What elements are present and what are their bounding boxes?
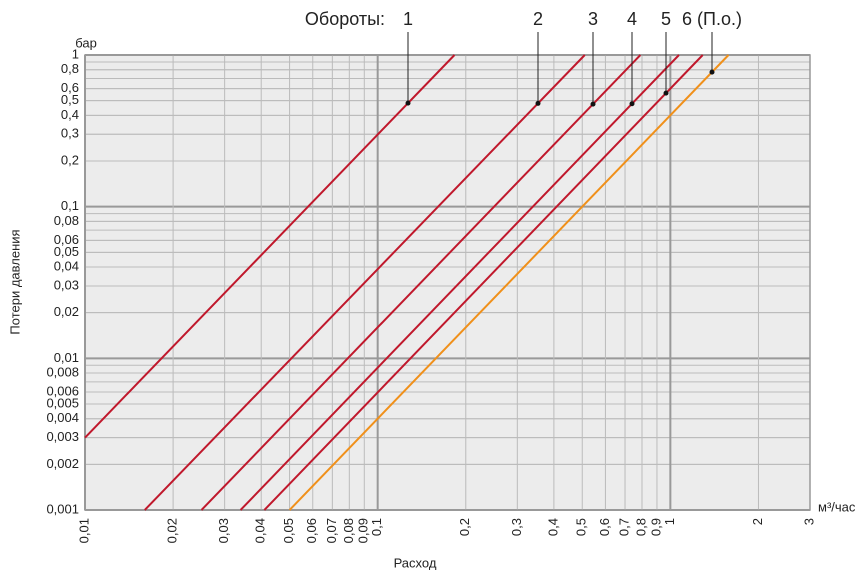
x-tick-label: 0,02	[165, 518, 180, 543]
x-tick-label: 0,09	[356, 518, 371, 543]
x-tick-label: 1	[662, 518, 677, 525]
y-tick-label: 0,6	[61, 80, 79, 95]
legend-label: 1	[403, 9, 413, 29]
y-tick-label: 0,008	[46, 364, 79, 379]
y-tick-label: 0,01	[54, 350, 79, 365]
x-tick-label: 0,8	[633, 518, 648, 536]
y-tick-label: 0,002	[46, 456, 79, 471]
series-line	[239, 54, 680, 511]
y-tick-label: 0,005	[46, 395, 79, 410]
callout-dot	[709, 69, 715, 75]
legend-label: 6 (П.о.)	[682, 9, 742, 29]
x-axis-label: Расход	[394, 555, 437, 570]
plot-border	[84, 54, 811, 511]
legend-label: 2	[533, 9, 543, 29]
y-tick-label: 1	[72, 46, 79, 61]
y-tick-label: 0,4	[61, 107, 79, 122]
legend-label: 3	[588, 9, 598, 29]
series-line	[200, 54, 642, 511]
x-unit: м³/час	[818, 499, 856, 514]
x-tick-label: 0,01	[76, 518, 91, 543]
y-tick-label: 0,1	[61, 198, 79, 213]
y-tick-label: 0,04	[54, 258, 79, 273]
y-axis-label: Потери давления	[7, 229, 22, 334]
x-tick-label: 0,2	[457, 518, 472, 536]
legend-title: Обороты:	[305, 9, 385, 29]
callout-dot	[663, 90, 669, 96]
y-tick-label: 0,001	[46, 501, 79, 516]
y-tick-label: 0,02	[54, 304, 79, 319]
y-unit: бар	[75, 35, 97, 50]
y-tick-label: 0,2	[61, 152, 79, 167]
series-line	[263, 54, 704, 511]
series-line	[144, 54, 586, 511]
series-line	[84, 54, 456, 439]
y-tick-label: 0,5	[61, 92, 79, 107]
x-tick-label: 2	[750, 518, 765, 525]
y-tick-label: 0,03	[54, 277, 79, 292]
y-tick-label: 0,004	[46, 410, 79, 425]
y-tick-label: 0,05	[54, 244, 79, 259]
x-tick-label: 0,03	[216, 518, 231, 543]
x-tick-label: 0,3	[509, 518, 524, 536]
x-tick-label: 0,04	[253, 518, 268, 543]
series-line	[288, 54, 730, 511]
callout-dot	[405, 100, 411, 106]
y-tick-label: 0,006	[46, 383, 79, 398]
x-tick-label: 0,06	[304, 518, 319, 543]
x-tick-label: 0,07	[324, 518, 339, 543]
y-tick-label: 0,3	[61, 126, 79, 141]
x-tick-label: 0,08	[341, 518, 356, 543]
x-tick-label: 3	[801, 518, 816, 525]
x-tick-label: 0,6	[597, 518, 612, 536]
callout-dot	[590, 101, 596, 107]
x-tick-label: 0,1	[369, 518, 384, 536]
callout-dot	[535, 100, 541, 106]
x-tick-label: 0,5	[574, 518, 589, 536]
y-tick-label: 0,06	[54, 232, 79, 247]
x-tick-label: 0,4	[545, 518, 560, 536]
legend-label: 4	[627, 9, 637, 29]
legend-label: 5	[661, 9, 671, 29]
y-tick-label: 0,08	[54, 213, 79, 228]
callout-dot	[629, 101, 635, 107]
y-tick-label: 0,003	[46, 429, 79, 444]
x-tick-label: 0,9	[648, 518, 663, 536]
y-tick-label: 0,8	[61, 61, 79, 76]
x-tick-label: 0,05	[281, 518, 296, 543]
plot-background	[85, 55, 810, 510]
x-tick-label: 0,7	[616, 518, 631, 536]
